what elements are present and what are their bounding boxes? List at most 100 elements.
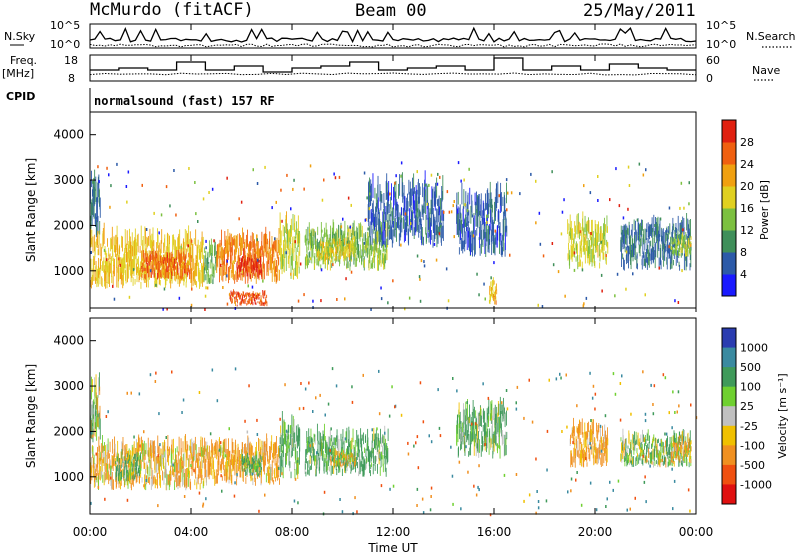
heatmap-cell [121, 470, 123, 480]
heatmap-cell [90, 258, 92, 270]
heatmap-cell [278, 448, 280, 463]
heatmap-cell [466, 216, 468, 230]
heatmap-cell [483, 229, 484, 240]
heatmap-cell [132, 470, 134, 487]
heatmap-cell [179, 254, 181, 260]
heatmap-cell [120, 473, 122, 481]
heatmap-cell [637, 453, 638, 457]
heatmap-cell [349, 450, 351, 456]
heatmap-cell [600, 437, 602, 443]
heatmap-cell [118, 267, 120, 280]
heatmap-cell [98, 174, 100, 193]
heatmap-cell [493, 434, 495, 452]
heatmap-cell [321, 198, 324, 202]
heatmap-cell [644, 436, 646, 443]
heatmap-cell [373, 448, 374, 464]
heatmap-cell [187, 272, 189, 276]
heatmap-cell [114, 443, 116, 453]
heatmap-cell [107, 438, 109, 452]
heatmap-cell [498, 194, 500, 198]
heatmap-cell [626, 508, 628, 512]
heatmap-cell [166, 257, 167, 262]
heatmap-cell [278, 257, 280, 265]
heatmap-cell [653, 434, 655, 441]
heatmap-cell [97, 197, 98, 223]
heatmap-cell [275, 441, 277, 458]
heatmap-cell [221, 447, 223, 454]
heatmap-cell [107, 450, 109, 459]
heatmap-cell [152, 259, 154, 270]
heatmap-cell [109, 458, 111, 469]
heatmap-cell [504, 434, 506, 456]
heatmap-cell [671, 456, 673, 459]
heatmap-cell [500, 240, 502, 255]
heatmap-cell [239, 460, 241, 467]
heatmap-cell [656, 223, 658, 242]
heatmap-cell [228, 453, 230, 466]
heatmap-cell [405, 210, 407, 232]
heatmap-cell [242, 256, 243, 262]
heatmap-cell [379, 184, 381, 202]
heatmap-cell [391, 224, 393, 241]
heatmap-cell [248, 292, 250, 295]
heatmap-cell [118, 470, 119, 482]
heatmap-cell [350, 239, 352, 248]
heatmap-cell [302, 406, 305, 410]
heatmap-cell [167, 252, 169, 263]
heatmap-cell [493, 241, 495, 254]
heatmap-cell [159, 262, 160, 273]
heatmap-cell [315, 464, 317, 477]
heatmap-cell [126, 465, 128, 474]
heatmap-cell [391, 240, 393, 248]
heatmap-cell [495, 427, 496, 445]
heatmap-cell [688, 202, 690, 206]
heatmap-cell [460, 424, 462, 445]
heatmap-cell [629, 458, 631, 463]
heatmap-cell [251, 445, 253, 456]
heatmap-cell [156, 254, 158, 265]
heatmap-cell [281, 411, 283, 435]
heatmap-cell [196, 260, 198, 277]
heatmap-cell [131, 245, 133, 265]
heatmap-cell [403, 185, 405, 211]
heatmap-cell [601, 443, 603, 450]
heatmap-cell [267, 259, 269, 272]
heatmap-cell [113, 448, 115, 466]
heatmap-cell [170, 279, 172, 289]
heatmap-cell [653, 384, 656, 388]
heatmap-cell [674, 443, 676, 452]
heatmap-cell [253, 456, 254, 465]
heatmap-cell [331, 455, 332, 458]
heatmap-cell [628, 245, 630, 255]
heatmap-cell [364, 244, 366, 250]
heatmap-cell [192, 442, 193, 457]
heatmap-cell [295, 229, 297, 239]
heatmap-cell [643, 229, 645, 245]
heatmap-cell [672, 457, 674, 462]
heatmap-cell [312, 451, 314, 458]
colorbar-swatch [722, 120, 736, 143]
heatmap-cell [289, 245, 291, 256]
heatmap-cell [148, 250, 150, 261]
heatmap-cell [659, 443, 661, 447]
heatmap-cell [92, 180, 94, 184]
heatmap-cell [154, 457, 156, 474]
heatmap-cell [588, 220, 590, 234]
heatmap-cell [551, 170, 553, 174]
heatmap-cell [382, 463, 384, 473]
heatmap-cell [304, 463, 306, 470]
heatmap-cell [182, 479, 183, 487]
heatmap-cell [571, 432, 573, 439]
heatmap-cell [380, 191, 382, 202]
heatmap-cell [109, 263, 111, 274]
heatmap-cell [206, 469, 208, 486]
heatmap-cell [244, 453, 246, 470]
colorbar-tick: 8 [740, 246, 747, 259]
heatmap-cell [389, 220, 391, 239]
heatmap-cell [329, 449, 331, 453]
heatmap-cell [157, 446, 159, 462]
heatmap-cell [144, 450, 146, 460]
heatmap-cell [423, 260, 425, 264]
heatmap-cell [626, 453, 628, 465]
heatmap-cell [138, 452, 140, 460]
